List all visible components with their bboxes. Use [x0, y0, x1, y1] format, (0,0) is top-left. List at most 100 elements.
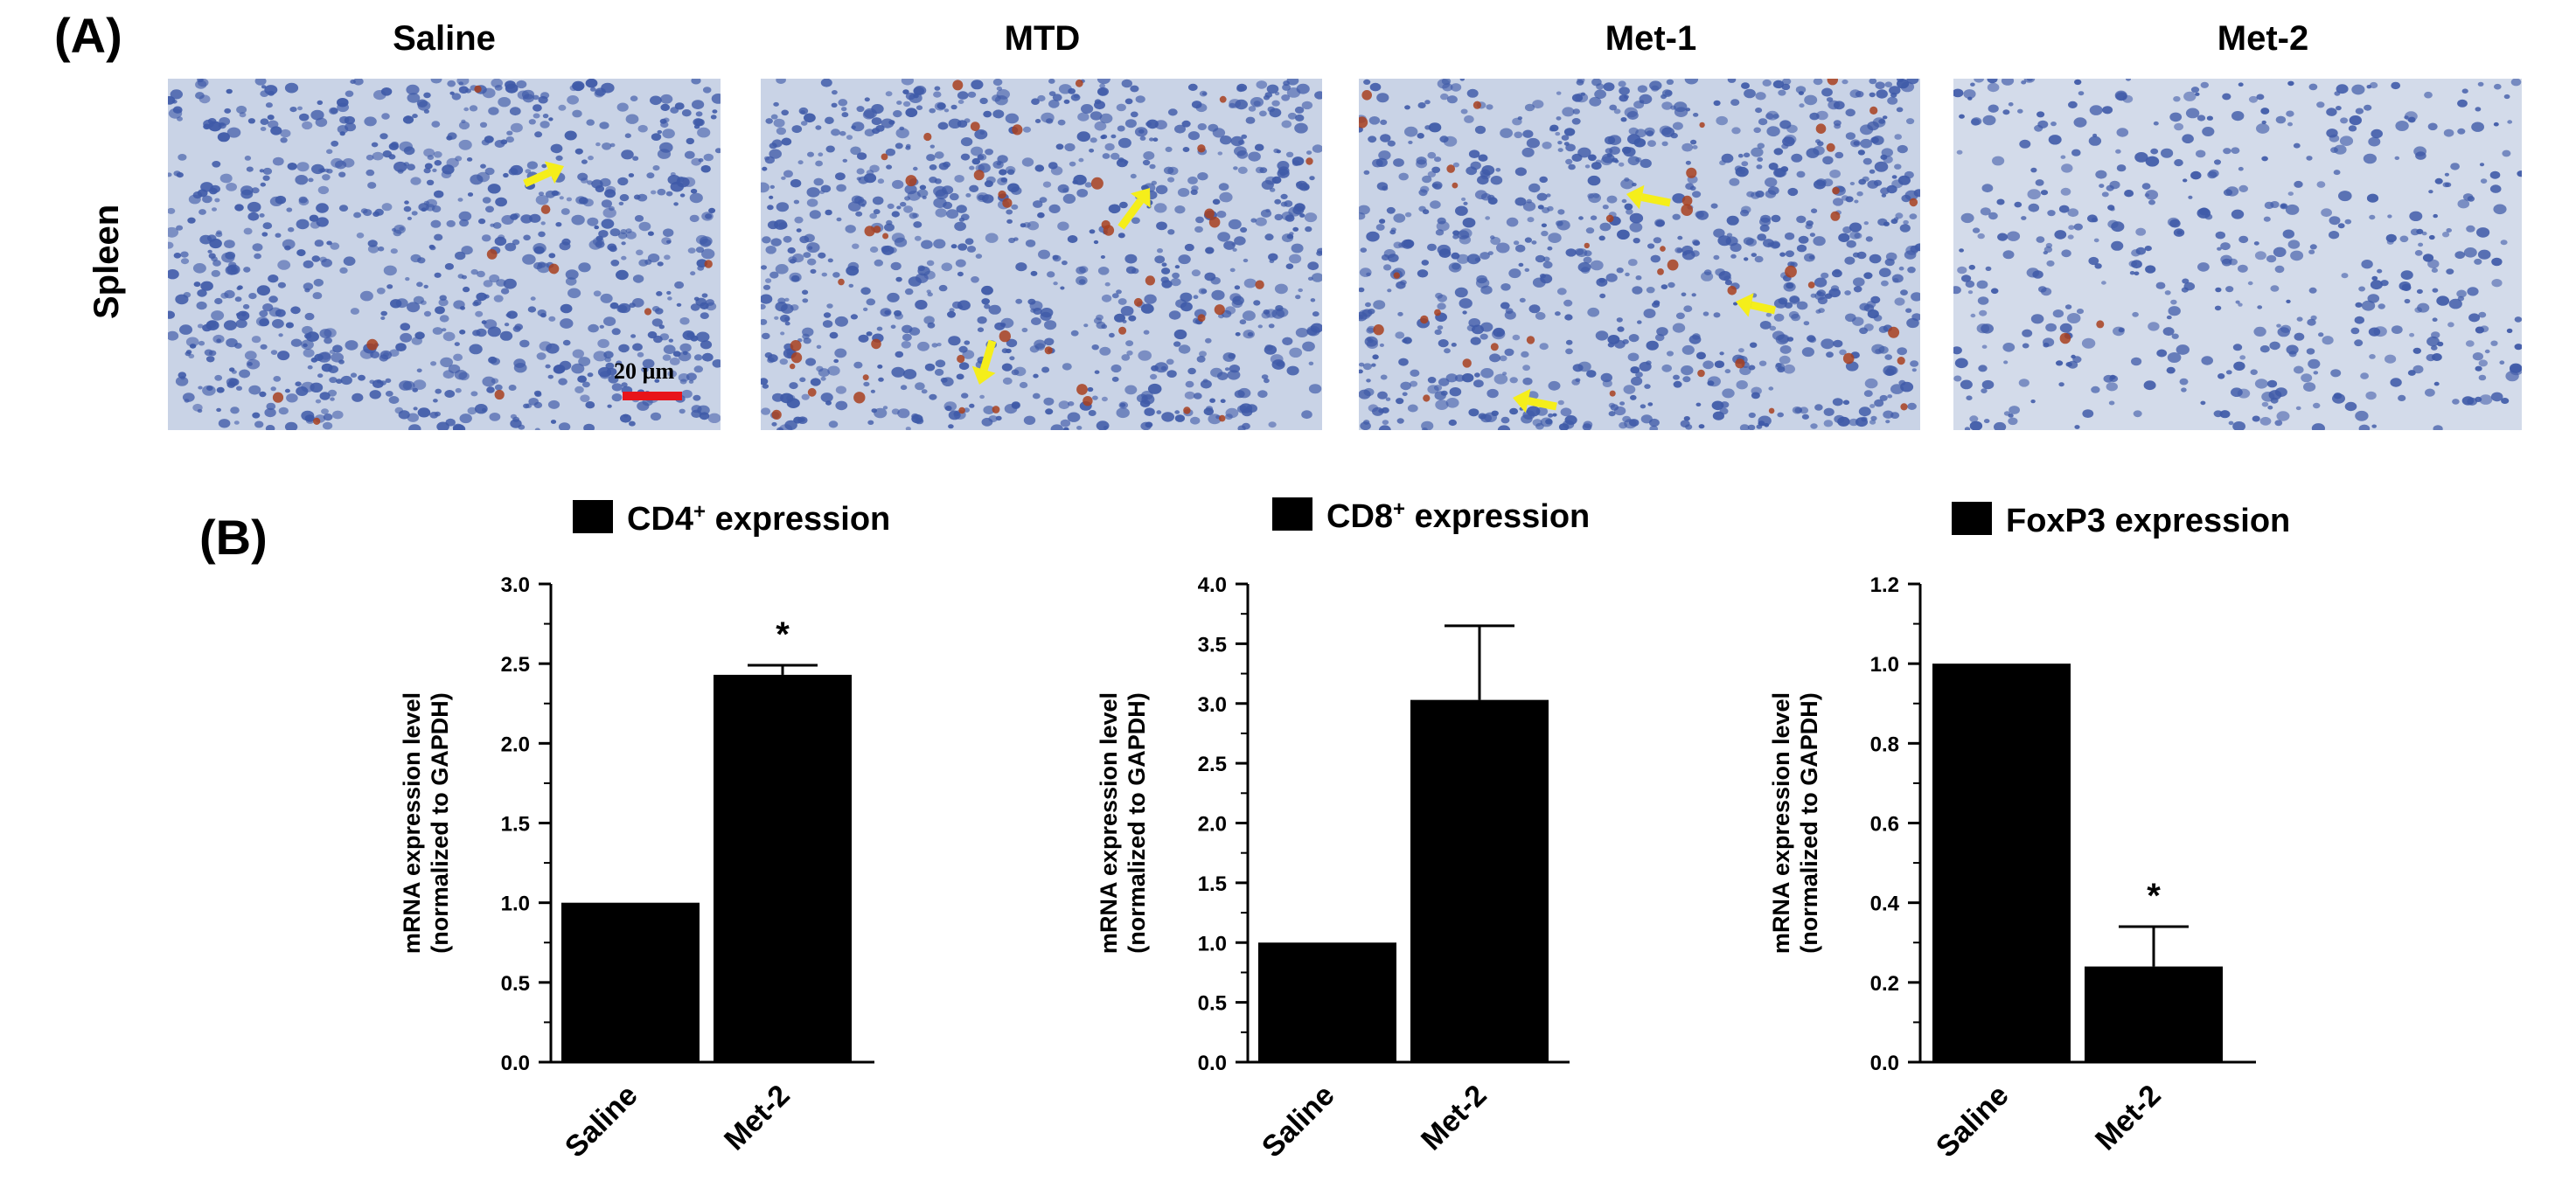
- positive-cell: [704, 260, 713, 268]
- nucleus: [851, 125, 856, 129]
- nucleus: [280, 137, 288, 143]
- nucleus: [2077, 309, 2084, 315]
- nucleus: [2030, 167, 2037, 173]
- positive-cell: [790, 340, 802, 351]
- nucleus: [628, 173, 635, 177]
- nucleus: [1130, 85, 1139, 93]
- nucleus: [503, 172, 509, 178]
- nucleus: [2368, 136, 2381, 147]
- nucleus: [2232, 421, 2245, 430]
- nucleus: [654, 379, 660, 383]
- nucleus: [1981, 379, 1995, 390]
- nucleus: [1240, 226, 1248, 233]
- nucleus: [2145, 265, 2156, 274]
- nucleus: [642, 358, 655, 369]
- nucleus: [858, 334, 869, 343]
- nucleus: [469, 344, 483, 355]
- nucleus: [1602, 379, 1612, 388]
- nucleus: [1228, 352, 1236, 359]
- nucleus: [1807, 335, 1816, 343]
- nucleus: [1295, 328, 1309, 337]
- nucleus: [1229, 267, 1236, 273]
- nucleus: [214, 374, 223, 381]
- nucleus: [1733, 302, 1738, 306]
- nucleus: [1963, 89, 1976, 99]
- nucleus: [216, 386, 225, 393]
- nucleus: [288, 226, 295, 233]
- nucleus: [1227, 370, 1241, 380]
- column-title-saline: Saline: [393, 19, 496, 58]
- nucleus: [205, 320, 219, 330]
- nucleus: [1575, 378, 1581, 383]
- nucleus: [931, 343, 938, 348]
- nucleus: [1796, 301, 1808, 310]
- nucleus: [1052, 94, 1062, 101]
- nucleus: [303, 348, 315, 358]
- nucleus: [595, 142, 601, 147]
- nucleus: [2215, 287, 2222, 293]
- nucleus: [909, 212, 918, 219]
- nucleus: [1224, 367, 1230, 372]
- nucleus: [1755, 108, 1763, 114]
- nucleus: [1580, 267, 1591, 274]
- nucleus: [1583, 256, 1592, 264]
- nucleus: [1152, 137, 1159, 142]
- nucleus: [1821, 338, 1835, 350]
- nucleus: [1121, 79, 1132, 88]
- nucleus: [2313, 371, 2319, 375]
- nucleus: [1722, 388, 1735, 399]
- nucleus: [439, 315, 449, 323]
- nucleus: [1988, 212, 1998, 220]
- nucleus: [1672, 213, 1681, 220]
- nucleus: [350, 372, 358, 379]
- nucleus: [609, 228, 621, 237]
- nucleus: [1778, 89, 1786, 96]
- nucleus: [1058, 400, 1070, 410]
- nucleus: [1891, 175, 1897, 179]
- nucleus: [684, 150, 695, 159]
- nucleus: [1809, 233, 1815, 237]
- nucleus: [1672, 122, 1683, 130]
- nucleus: [804, 113, 816, 123]
- nucleus: [2231, 387, 2243, 398]
- positive-cell: [313, 417, 321, 425]
- nucleus: [1897, 347, 1907, 356]
- nucleus: [1612, 157, 1619, 163]
- nucleus: [2228, 420, 2234, 426]
- nucleus: [2082, 409, 2094, 418]
- nucleus: [1992, 156, 2005, 166]
- nucleus: [310, 109, 324, 121]
- nucleus: [2168, 306, 2181, 316]
- nucleus: [388, 396, 400, 404]
- nucleus: [1241, 134, 1248, 139]
- nucleus: [651, 190, 657, 195]
- nucleus: [1684, 79, 1699, 85]
- nucleus: [1366, 379, 1371, 383]
- x-tick-label: Saline: [1256, 1079, 1341, 1164]
- nucleus: [2267, 405, 2273, 410]
- nucleus: [2200, 400, 2206, 406]
- nucleus: [877, 365, 883, 369]
- nucleus: [1368, 135, 1377, 143]
- nucleus: [1027, 298, 1036, 305]
- nucleus: [434, 272, 442, 278]
- nucleus: [900, 201, 907, 207]
- nucleus: [1869, 254, 1882, 264]
- nucleus: [2510, 363, 2522, 373]
- nucleus: [1870, 295, 1881, 304]
- nucleus: [1883, 156, 1893, 163]
- nucleus: [1094, 101, 1105, 110]
- nucleus: [2008, 413, 2014, 418]
- nucleus: [1869, 79, 1877, 85]
- nucleus: [660, 103, 670, 111]
- nucleus: [2195, 92, 2200, 96]
- nucleus: [1889, 86, 1901, 95]
- nucleus: [2404, 298, 2411, 304]
- nucleus: [2484, 349, 2490, 354]
- nucleus: [342, 158, 355, 168]
- nucleus: [911, 414, 923, 424]
- nucleus: [265, 425, 275, 430]
- nucleus: [1097, 87, 1108, 96]
- nucleus: [625, 114, 639, 124]
- nucleus: [1653, 237, 1662, 244]
